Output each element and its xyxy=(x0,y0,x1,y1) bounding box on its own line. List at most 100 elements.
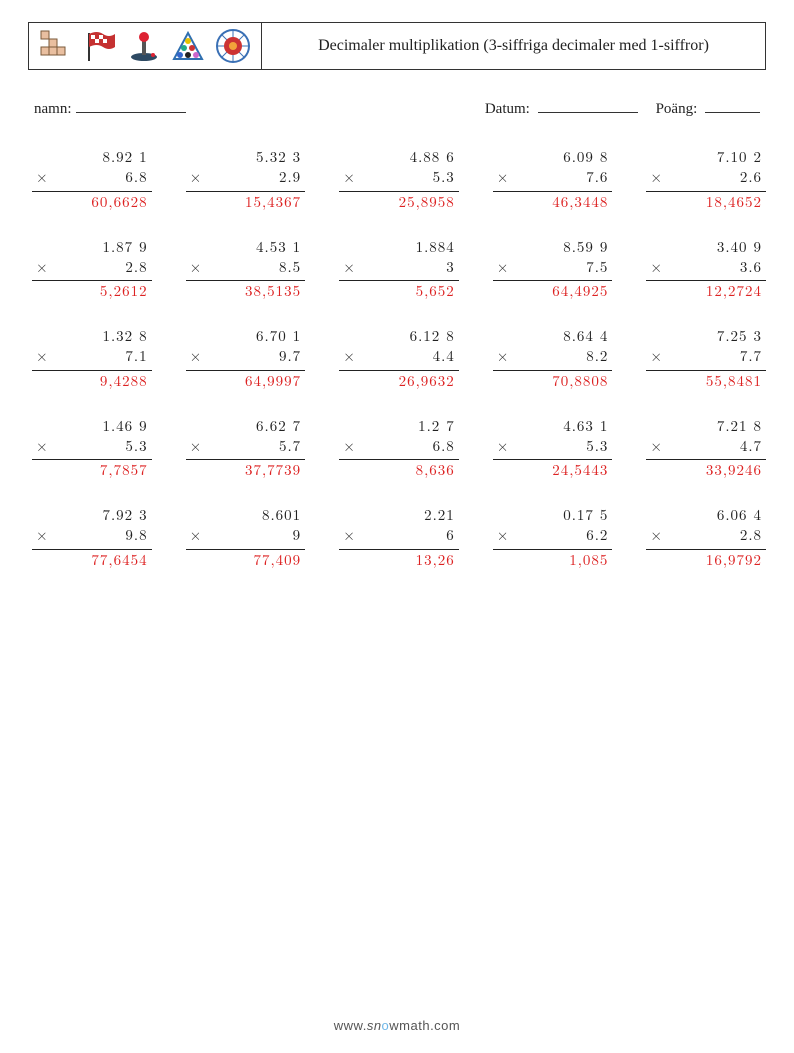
footer-prefix: www. xyxy=(334,1018,367,1033)
times-sign: × xyxy=(186,258,208,278)
times-sign: × xyxy=(32,347,54,367)
times-sign: × xyxy=(646,168,668,188)
problem: 4.88 6×5.325,8958 xyxy=(339,148,459,212)
billiard-rack-icon xyxy=(171,29,205,63)
multiplicand: 7.10 2 xyxy=(717,148,762,168)
answer: 5,652 xyxy=(339,281,459,301)
problem: 6.06 4×2.816,9792 xyxy=(646,506,766,570)
problem: 0.17 5×6.21,085 xyxy=(493,506,613,570)
problem: 8.601 × 9 77,409 xyxy=(186,506,306,570)
times-sign: × xyxy=(339,526,361,546)
answer: 26,9632 xyxy=(339,371,459,391)
answer: 70,8808 xyxy=(493,371,613,391)
times-sign: × xyxy=(493,258,515,278)
dartboard-icon xyxy=(215,28,251,64)
multiplicand: 4.88 6 xyxy=(410,148,455,168)
multiplier: 2.8 xyxy=(125,258,147,278)
multiplier: 2.9 xyxy=(279,168,301,188)
answer: 7,7857 xyxy=(32,460,152,480)
times-sign: × xyxy=(186,347,208,367)
answer: 38,5135 xyxy=(186,281,306,301)
footer-sn: sn xyxy=(367,1018,382,1033)
problems-grid: 8.92 1×6.860,66285.32 3×2.915,43674.88 6… xyxy=(32,148,766,570)
multiplicand: 6.06 4 xyxy=(717,506,762,526)
problem: 5.32 3×2.915,4367 xyxy=(186,148,306,212)
multiplicand: 8.601 xyxy=(262,506,301,526)
multiplier: 6 xyxy=(446,526,455,546)
multiplicand: 3.40 9 xyxy=(717,238,762,258)
multiplier: 4.4 xyxy=(433,347,455,367)
times-sign: × xyxy=(339,347,361,367)
multiplicand: 4.53 1 xyxy=(256,238,301,258)
name-label: namn: xyxy=(34,101,72,118)
score-blank[interactable] xyxy=(705,98,760,113)
times-sign: × xyxy=(493,526,515,546)
multiplicand: 1.884 xyxy=(416,238,455,258)
answer: 16,9792 xyxy=(646,550,766,570)
times-sign: × xyxy=(186,437,208,457)
problem: 4.63 1×5.324,5443 xyxy=(493,417,613,481)
times-sign: × xyxy=(493,168,515,188)
problem: 1.884 × 3 5,652 xyxy=(339,238,459,302)
problem: 1.2 7×6.88,636 xyxy=(339,417,459,481)
name-blank[interactable] xyxy=(76,98,186,113)
problem: 6.12 8 × 4.4 26,9632 xyxy=(339,327,459,391)
problem: 3.40 9 × 3.6 12,2724 xyxy=(646,238,766,302)
problem: 8.64 4×8.270,8808 xyxy=(493,327,613,391)
problem: 4.53 1 × 8.5 38,5135 xyxy=(186,238,306,302)
answer: 33,9246 xyxy=(646,460,766,480)
multiplicand: 8.59 9 xyxy=(563,238,608,258)
answer: 25,8958 xyxy=(339,192,459,212)
multiplier: 4.7 xyxy=(740,437,762,457)
times-sign: × xyxy=(339,258,361,278)
times-sign: × xyxy=(32,168,54,188)
multiplier: 8.2 xyxy=(586,347,608,367)
problem: 6.70 1×9.764,9997 xyxy=(186,327,306,391)
date-blank[interactable] xyxy=(538,98,638,113)
times-sign: × xyxy=(186,526,208,546)
multiplicand: 6.62 7 xyxy=(256,417,301,437)
times-sign: × xyxy=(646,347,668,367)
answer: 77,409 xyxy=(186,550,306,570)
multiplier: 6.2 xyxy=(586,526,608,546)
multiplicand: 7.92 3 xyxy=(102,506,147,526)
multiplicand: 7.21 8 xyxy=(717,417,762,437)
times-sign: × xyxy=(339,437,361,457)
multiplier: 8.5 xyxy=(279,258,301,278)
problem: 2.21×613,26 xyxy=(339,506,459,570)
problem: 1.87 9×2.85,2612 xyxy=(32,238,152,302)
multiplier: 3.6 xyxy=(740,258,762,278)
answer: 55,8481 xyxy=(646,371,766,391)
problem: 6.62 7 × 5.7 37,7739 xyxy=(186,417,306,481)
multiplicand: 6.70 1 xyxy=(256,327,301,347)
problem: 6.09 8×7.646,3448 xyxy=(493,148,613,212)
answer: 37,7739 xyxy=(186,460,306,480)
score-label: Poäng: xyxy=(656,101,698,117)
problem: 7.92 3×9.877,6454 xyxy=(32,506,152,570)
date-label: Datum: xyxy=(485,101,530,117)
joystick-icon xyxy=(127,29,161,63)
multiplicand: 7.25 3 xyxy=(717,327,762,347)
multiplier: 9.7 xyxy=(279,347,301,367)
footer-w: w xyxy=(389,1018,399,1033)
multiplicand: 6.12 8 xyxy=(410,327,455,347)
problem: 7.25 3×7.755,8481 xyxy=(646,327,766,391)
multiplier: 5.7 xyxy=(279,437,301,457)
multiplier: 3 xyxy=(446,258,455,278)
multiplicand: 1.32 8 xyxy=(102,327,147,347)
multiplicand: 5.32 3 xyxy=(256,148,301,168)
times-sign: × xyxy=(493,437,515,457)
times-sign: × xyxy=(646,258,668,278)
multiplier: 9 xyxy=(293,526,302,546)
footer: www.snowmath.com xyxy=(0,1018,794,1033)
page-title: Decimaler multiplikation (3-siffriga dec… xyxy=(262,23,765,69)
multiplier: 7.6 xyxy=(586,168,608,188)
footer-rest: math.com xyxy=(399,1018,460,1033)
multiplier: 2.8 xyxy=(740,526,762,546)
problem: 1.32 8×7.19,4288 xyxy=(32,327,152,391)
problem: 1.46 9×5.37,7857 xyxy=(32,417,152,481)
answer: 12,2724 xyxy=(646,281,766,301)
multiplier: 7.5 xyxy=(586,258,608,278)
answer: 5,2612 xyxy=(32,281,152,301)
multiplier: 2.6 xyxy=(740,168,762,188)
